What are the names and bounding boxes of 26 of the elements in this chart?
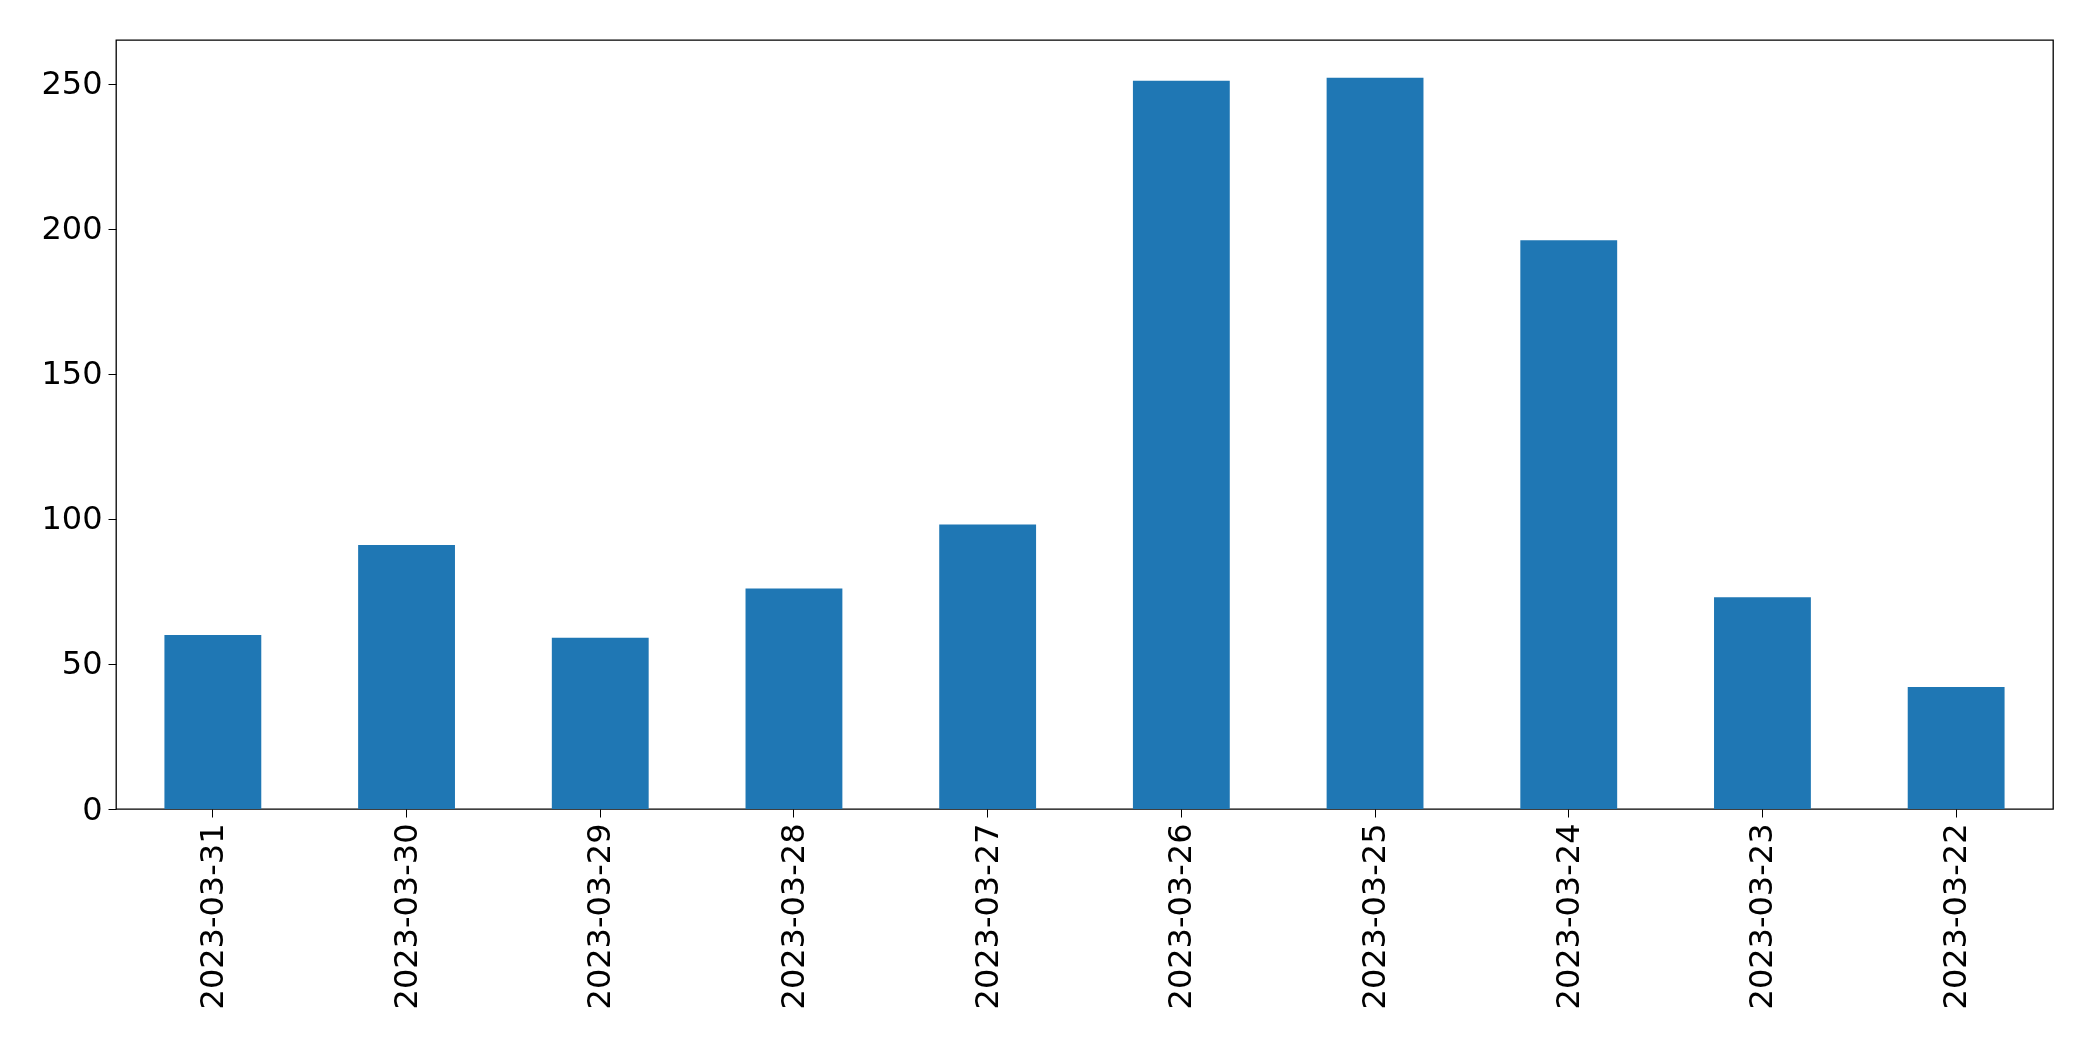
x-tick-label: 2023-03-30 <box>386 823 425 1010</box>
bar <box>1907 687 2005 809</box>
y-tick-label: 150 <box>41 354 103 393</box>
x-tick-label: 2023-03-28 <box>773 823 812 1010</box>
bar <box>1326 77 1424 809</box>
bar <box>164 634 262 809</box>
x-tick-label: 2023-03-26 <box>1161 823 1200 1010</box>
y-tick-label: 0 <box>82 789 103 828</box>
x-tick-label: 2023-03-29 <box>580 823 619 1010</box>
y-tick-label: 50 <box>61 644 103 683</box>
y-tick-label: 200 <box>41 209 103 248</box>
bar <box>1132 80 1230 809</box>
x-tick-label: 2023-03-31 <box>192 823 231 1010</box>
x-tick-label: 2023-03-27 <box>967 823 1006 1010</box>
y-tick-label: 100 <box>41 499 103 538</box>
x-tick-label: 2023-03-25 <box>1355 823 1394 1010</box>
bar <box>1714 597 1811 809</box>
bar <box>358 544 455 809</box>
bar <box>745 588 843 809</box>
bar <box>939 524 1037 809</box>
bar <box>1520 240 1618 809</box>
x-tick-label: 2023-03-23 <box>1742 823 1781 1010</box>
x-tick-label: 2023-03-24 <box>1548 823 1587 1010</box>
x-tick-label: 2023-03-22 <box>1936 823 1975 1010</box>
bar <box>551 637 649 809</box>
y-tick-label: 250 <box>41 64 103 103</box>
